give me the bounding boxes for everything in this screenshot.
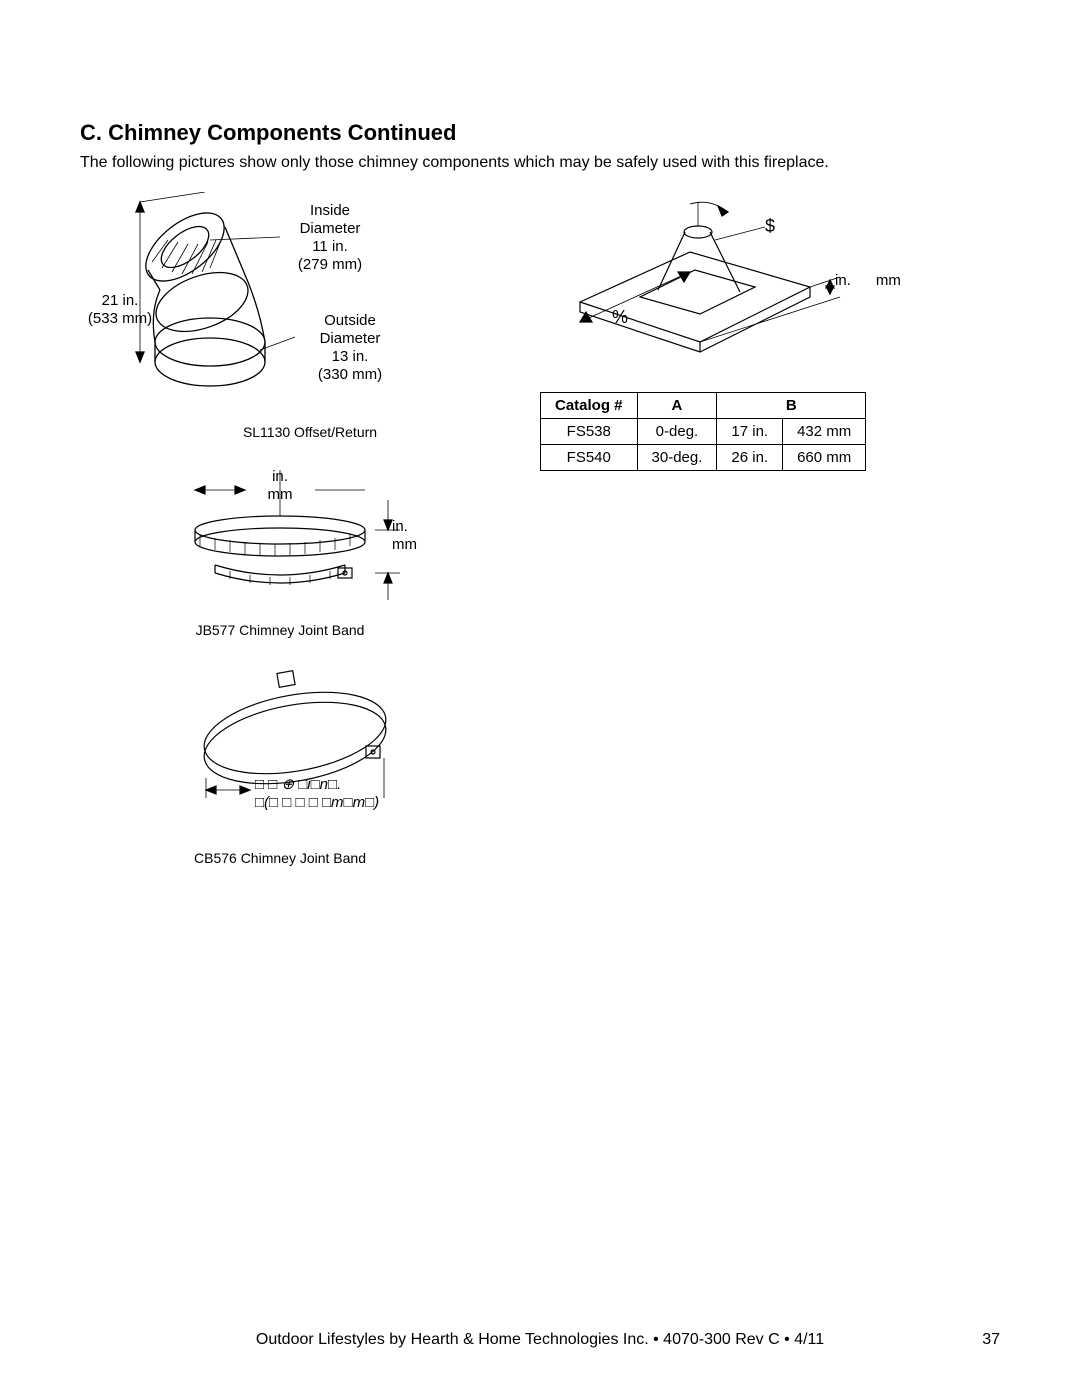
cell-bin: 26 in.: [717, 445, 783, 471]
page: C. Chimney Components Continued The foll…: [0, 0, 1080, 1399]
content-row: Inside Diameter 11 in. (279 mm) 21 in. (…: [80, 192, 1000, 866]
cb576-dim: □ □ ⊕ □i□n□. □(□ □ □ □ □m□m□): [255, 776, 415, 812]
cell-cat: FS540: [541, 445, 638, 471]
section-title: C. Chimney Components Continued: [80, 120, 1000, 146]
caption-offset: SL1130 Offset/Return: [210, 424, 410, 440]
cell-a: 0-deg.: [637, 419, 717, 445]
figure-jb577: in.mm in.mm: [160, 460, 460, 620]
label-21in: 21 in. (533 mm): [80, 292, 160, 328]
label-outside-diameter: Outside Diameter 13 in. (330 mm): [290, 312, 410, 384]
flash-label-b: %: [612, 307, 628, 329]
spec-table: Catalog # A B FS538 0-deg. 17 in. 432 mm…: [540, 392, 866, 471]
flash-dim-right: in. mm: [835, 272, 915, 290]
table-header-row: Catalog # A B: [541, 393, 866, 419]
cell-bin: 17 in.: [717, 419, 783, 445]
cell-a: 30-deg.: [637, 445, 717, 471]
table-row: FS538 0-deg. 17 in. 432 mm: [541, 419, 866, 445]
footer-text: Outdoor Lifestyles by Hearth & Home Tech…: [0, 1331, 1080, 1349]
th-b: B: [717, 393, 866, 419]
cell-bmm: 432 mm: [783, 419, 866, 445]
table-row: FS540 30-deg. 26 in. 660 mm: [541, 445, 866, 471]
figure-offset-return: Inside Diameter 11 in. (279 mm) 21 in. (…: [80, 192, 460, 422]
caption-jb577: JB577 Chimney Joint Band: [160, 622, 400, 638]
figure-flashing: $ % in. mm: [540, 192, 940, 372]
jb577-dim-top: in.mm: [245, 468, 315, 504]
th-a: A: [637, 393, 717, 419]
flash-label-a: $: [765, 216, 775, 238]
right-column: $ % in. mm Catalog # A B FS538 0-deg. 17…: [500, 192, 1000, 471]
section-intro: The following pictures show only those c…: [80, 154, 1000, 172]
cell-bmm: 660 mm: [783, 445, 866, 471]
left-column: Inside Diameter 11 in. (279 mm) 21 in. (…: [80, 192, 500, 866]
jb577-dim-right: in.mm: [392, 518, 452, 554]
th-catalog: Catalog #: [541, 393, 638, 419]
label-inside-diameter: Inside Diameter 11 in. (279 mm): [270, 202, 390, 274]
figure-cb576: □ □ ⊕ □i□n□. □(□ □ □ □ □m□m□): [160, 658, 440, 848]
caption-cb576: CB576 Chimney Joint Band: [160, 850, 400, 866]
cell-cat: FS538: [541, 419, 638, 445]
page-number: 37: [982, 1331, 1000, 1349]
